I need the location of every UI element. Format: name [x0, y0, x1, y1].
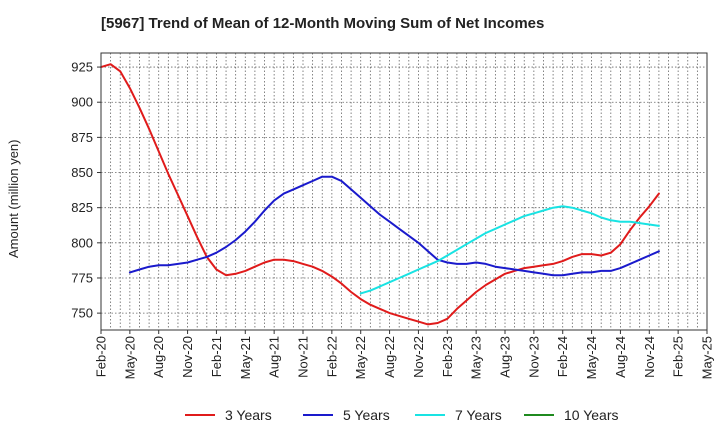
x-tick-label: Feb-23 — [440, 336, 455, 377]
legend-swatch — [415, 414, 445, 416]
x-tick-label: Nov-23 — [526, 336, 541, 378]
x-tick-label: Aug-23 — [498, 336, 513, 378]
series-line-3-years — [100, 63, 660, 326]
legend-label: 5 Years — [343, 407, 390, 423]
legend-label: 3 Years — [225, 407, 272, 423]
y-ticks: 750 775 800 825 850 875 900 925 — [71, 60, 101, 321]
x-tick-label: Aug-21 — [267, 336, 282, 378]
legend-item: 10 Years — [524, 405, 619, 425]
x-tick-label: May-24 — [584, 336, 599, 379]
x-tick-label: Aug-24 — [613, 336, 628, 378]
legend-label: 7 Years — [455, 407, 502, 423]
x-tick-label: May-21 — [238, 336, 253, 379]
legend-label: 10 Years — [564, 407, 619, 423]
y-tick-label: 775 — [71, 270, 93, 285]
x-tick-label: Feb-21 — [209, 336, 224, 377]
y-tick-label: 900 — [71, 95, 93, 110]
plot-area-border — [100, 52, 708, 331]
x-tick-label: May-23 — [469, 336, 484, 379]
legend-swatch — [185, 414, 215, 416]
x-tick-label: Feb-22 — [324, 336, 339, 377]
legend-item: 3 Years — [185, 405, 272, 425]
x-tick-label: May-20 — [122, 336, 137, 379]
x-tick-label: Feb-25 — [671, 336, 686, 377]
series-layer — [100, 63, 660, 326]
x-tick-label: Nov-21 — [296, 336, 311, 378]
x-tick-label: Feb-20 — [94, 336, 109, 377]
x-tick-label: Feb-24 — [555, 336, 570, 377]
y-tick-label: 925 — [71, 60, 93, 75]
y-tick-label: 825 — [71, 200, 93, 215]
series-line-5-years — [128, 175, 660, 277]
x-tick-label: Aug-20 — [151, 336, 166, 378]
legend: 3 Years 5 Years 7 Years 10 Years — [0, 405, 720, 427]
x-tick-label: Nov-20 — [180, 336, 195, 378]
legend-swatch — [524, 414, 554, 416]
series-line-7-years — [359, 205, 660, 295]
y-tick-label: 800 — [71, 235, 93, 250]
chart-title: [5967] Trend of Mean of 12-Month Moving … — [101, 15, 545, 32]
y-tick-label: 750 — [71, 306, 93, 321]
x-tick-label: May-25 — [700, 336, 715, 379]
legend-item: 7 Years — [415, 405, 502, 425]
x-tick-label: Aug-22 — [382, 336, 397, 378]
legend-item: 5 Years — [303, 405, 390, 425]
x-ticks: Feb-20 May-20 Aug-20 Nov-20 Feb-21 May-21 Aug-… — [94, 330, 715, 379]
legend-swatch — [303, 414, 333, 416]
grid — [100, 53, 708, 330]
y-tick-label: 875 — [71, 130, 93, 145]
x-tick-label: Nov-22 — [411, 336, 426, 378]
y-tick-label: 850 — [71, 165, 93, 180]
x-tick-label: May-22 — [353, 336, 368, 379]
x-tick-label: Nov-24 — [642, 336, 657, 378]
